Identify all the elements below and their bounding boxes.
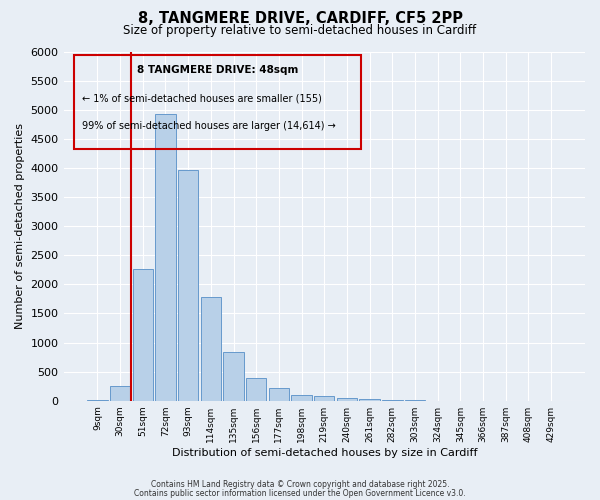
- Bar: [200, 296, 221, 401]
- Bar: [269, 388, 289, 400]
- Bar: [223, 352, 244, 401]
- Text: ← 1% of semi-detached houses are smaller (155): ← 1% of semi-detached houses are smaller…: [82, 94, 322, 104]
- Bar: [133, 268, 153, 400]
- X-axis label: Distribution of semi-detached houses by size in Cardiff: Distribution of semi-detached houses by …: [172, 448, 477, 458]
- Text: 8, TANGMERE DRIVE, CARDIFF, CF5 2PP: 8, TANGMERE DRIVE, CARDIFF, CF5 2PP: [137, 11, 463, 26]
- Bar: [178, 170, 199, 400]
- Text: Contains public sector information licensed under the Open Government Licence v3: Contains public sector information licen…: [134, 488, 466, 498]
- Bar: [359, 399, 380, 400]
- Bar: [292, 395, 312, 400]
- Bar: [155, 114, 176, 401]
- Text: 8 TANGMERE DRIVE: 48sqm: 8 TANGMERE DRIVE: 48sqm: [137, 66, 298, 76]
- Text: Size of property relative to semi-detached houses in Cardiff: Size of property relative to semi-detach…: [124, 24, 476, 37]
- Bar: [337, 398, 357, 400]
- Text: 99% of semi-detached houses are larger (14,614) →: 99% of semi-detached houses are larger (…: [82, 122, 335, 132]
- Bar: [314, 396, 334, 400]
- Y-axis label: Number of semi-detached properties: Number of semi-detached properties: [15, 123, 25, 329]
- Bar: [110, 386, 130, 400]
- Bar: [246, 378, 266, 400]
- Text: Contains HM Land Registry data © Crown copyright and database right 2025.: Contains HM Land Registry data © Crown c…: [151, 480, 449, 489]
